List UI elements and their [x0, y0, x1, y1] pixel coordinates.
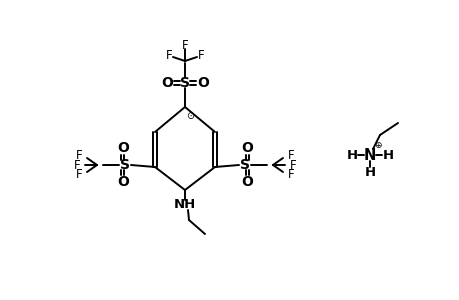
Text: NH: NH — [174, 197, 196, 211]
Text: S: S — [179, 76, 190, 90]
Text: F: F — [165, 49, 172, 62]
Text: S: S — [240, 158, 249, 172]
Text: F: F — [181, 38, 188, 52]
Text: F: F — [76, 169, 82, 182]
Text: N: N — [363, 148, 375, 163]
Text: O: O — [117, 175, 129, 189]
Text: F: F — [287, 148, 294, 161]
Text: F: F — [289, 158, 296, 172]
Text: ⊙: ⊙ — [185, 111, 194, 121]
Text: H: H — [364, 167, 375, 179]
Text: F: F — [287, 169, 294, 182]
Text: O: O — [241, 175, 252, 189]
Text: F: F — [197, 49, 204, 62]
Text: O: O — [117, 141, 129, 155]
Text: H: H — [381, 148, 393, 161]
Text: O: O — [196, 76, 208, 90]
Text: F: F — [76, 148, 82, 161]
Text: O: O — [241, 141, 252, 155]
Text: O: O — [161, 76, 173, 90]
Text: F: F — [73, 158, 80, 172]
Text: ⊕: ⊕ — [374, 140, 381, 149]
Text: S: S — [120, 158, 130, 172]
Text: H: H — [346, 148, 357, 161]
